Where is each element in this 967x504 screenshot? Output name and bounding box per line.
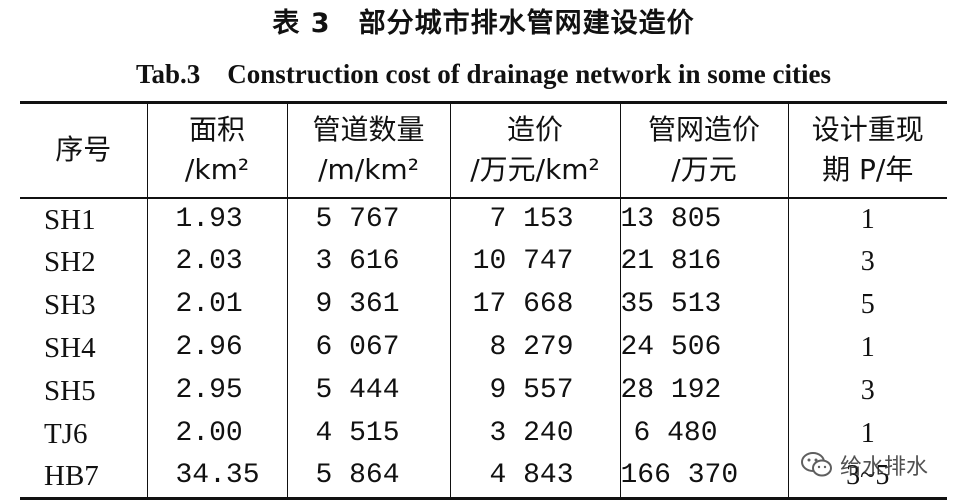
header-unit-cost: 造价/万元/km² xyxy=(449,102,620,198)
cell-pipe-quantity: 5 864 xyxy=(286,455,450,499)
cell-network-cost: 24 506 xyxy=(619,326,788,370)
cell-return-period: 1 xyxy=(787,412,947,456)
cell-return-period: 3 xyxy=(787,240,947,284)
table-row: SH4 2.96 6 067 8 279 24 506 1 xyxy=(20,326,947,370)
cell-network-cost: 6 480 xyxy=(619,412,788,456)
cell-area: 2.96 xyxy=(146,326,287,370)
cell-pipe-quantity: 3 616 xyxy=(286,240,450,284)
cell-area: 2.95 xyxy=(146,369,287,413)
header-network-cost: 管网造价/万元 xyxy=(619,102,788,198)
cell-network-cost: 13 805 xyxy=(619,197,788,241)
cell-id: SH4 xyxy=(44,332,96,364)
table-row: SH3 2.01 9 361 17 668 35 513 5 xyxy=(20,283,947,327)
cell-area: 1.93 xyxy=(146,197,287,241)
cell-id: HB7 xyxy=(44,460,99,493)
cell-pipe-quantity: 6 067 xyxy=(286,326,450,370)
table-caption-cn: 表 3 部分城市排水管网建设造价 xyxy=(272,8,695,39)
cell-return-period: 3~5 xyxy=(787,455,947,499)
cell-id: TJ6 xyxy=(44,418,88,450)
cell-return-period: 1 xyxy=(787,197,947,241)
cell-area: 2.01 xyxy=(146,283,287,327)
cell-area: 2.00 xyxy=(146,412,287,456)
table-row: TJ6 2.00 4 515 3 240 6 480 1 xyxy=(20,412,947,456)
cell-network-cost: 21 816 xyxy=(619,240,788,284)
table-row: HB7 34.35 5 864 4 843 166 370 3~5 xyxy=(20,455,947,499)
cell-network-cost: 28 192 xyxy=(619,369,788,413)
cell-unit-cost: 10 747 xyxy=(449,240,620,284)
table-caption-en: Tab.3 Construction cost of drainage netw… xyxy=(136,59,831,89)
wechat-icon xyxy=(801,452,832,477)
cell-return-period: 3 xyxy=(787,369,947,413)
cell-pipe-quantity: 5 767 xyxy=(286,197,450,241)
cell-pipe-quantity: 5 444 xyxy=(286,369,450,413)
cell-id: SH1 xyxy=(44,203,96,236)
cell-return-period: 1 xyxy=(787,326,947,370)
cell-network-cost: 166 370 xyxy=(619,455,788,499)
watermark: 给水排水 xyxy=(800,448,928,482)
cell-unit-cost: 9 557 xyxy=(449,369,620,413)
cell-unit-cost: 7 153 xyxy=(449,197,620,241)
cell-area: 34.35 xyxy=(146,455,287,499)
cell-unit-cost: 3 240 xyxy=(449,412,620,456)
cell-id: SH2 xyxy=(44,246,96,278)
cell-return-period: 5 xyxy=(787,283,947,327)
cost-table: 序号 面积/km² 管道数量/m/km² 造价/万元/km² 管网造价/万元 设… xyxy=(20,101,947,500)
header-pipe-quantity: 管道数量/m/km² xyxy=(286,102,450,198)
table-row: SH1 1.93 5 767 7 153 13 805 1 xyxy=(20,197,947,241)
watermark-text: 给水排水 xyxy=(840,455,929,480)
cell-pipe-quantity: 9 361 xyxy=(286,283,450,327)
cell-network-cost: 35 513 xyxy=(619,283,788,327)
cell-unit-cost: 17 668 xyxy=(449,283,620,327)
cell-unit-cost: 4 843 xyxy=(449,455,620,499)
cell-id: SH3 xyxy=(44,289,96,321)
cell-id: SH5 xyxy=(44,375,96,407)
header-return-period: 设计重现期 P/年 xyxy=(787,102,947,198)
header-index: 序号 xyxy=(55,133,112,167)
table-row: SH5 2.95 5 444 9 557 28 192 3 xyxy=(20,369,947,413)
cell-area: 2.03 xyxy=(146,240,287,284)
cell-pipe-quantity: 4 515 xyxy=(286,412,450,456)
cell-unit-cost: 8 279 xyxy=(449,326,620,370)
header-row: 序号 面积/km² 管道数量/m/km² 造价/万元/km² 管网造价/万元 设… xyxy=(20,102,947,198)
header-area: 面积/km² xyxy=(146,102,287,198)
table-row: SH2 2.03 3 616 10 747 21 816 3 xyxy=(20,240,947,284)
